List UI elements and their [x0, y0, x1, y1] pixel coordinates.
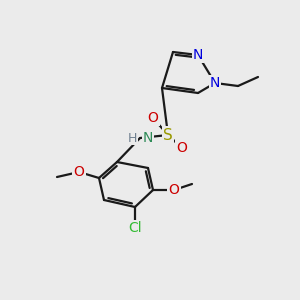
Text: Cl: Cl [128, 221, 142, 235]
Text: H: H [128, 131, 137, 145]
Text: S: S [163, 128, 173, 142]
Text: N: N [210, 76, 220, 90]
Text: N: N [143, 131, 153, 145]
Text: O: O [177, 141, 188, 155]
Text: O: O [169, 183, 179, 197]
Text: O: O [74, 165, 84, 179]
Text: O: O [148, 111, 158, 125]
Text: N: N [193, 48, 203, 62]
